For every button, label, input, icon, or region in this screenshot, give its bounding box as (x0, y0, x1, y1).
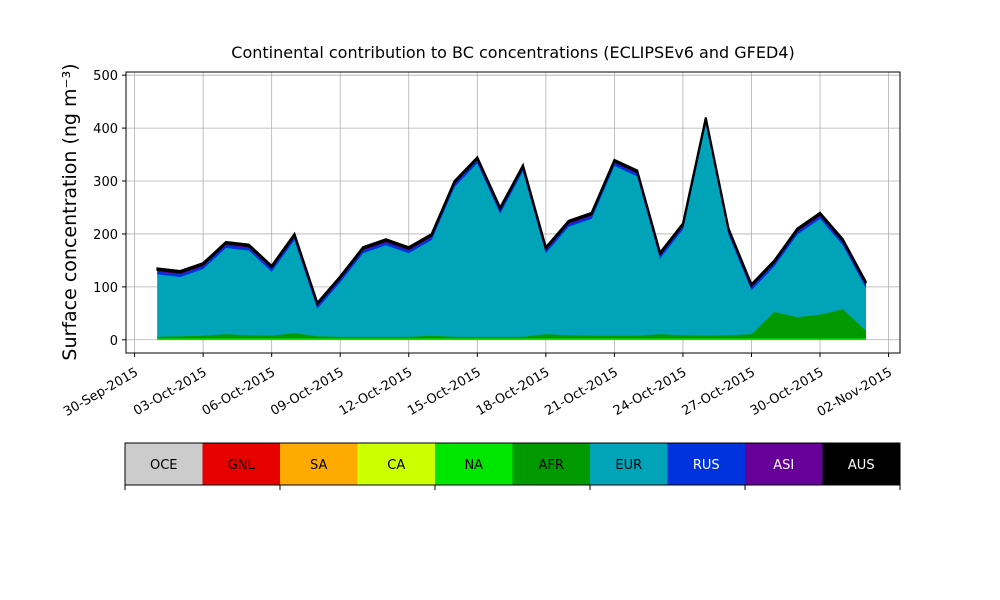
legend-label: EUR (615, 458, 642, 473)
legend-label: ASI (773, 458, 794, 473)
legend-swatch (357, 443, 435, 485)
y-tick-label: 100 (93, 281, 118, 296)
x-tick-label: 21-Oct-2015 (542, 365, 620, 419)
plot-frame (125, 71, 901, 354)
x-tick-label: 30-Sep-2015 (61, 365, 141, 420)
y-axis-label: Surface concentration (ng m⁻³) (59, 63, 81, 360)
legend-label: CA (387, 458, 405, 473)
x-tick-label: 30-Oct-2015 (748, 365, 826, 419)
y-tick-label: 200 (93, 228, 118, 243)
x-tick-label: 24-Oct-2015 (611, 365, 689, 419)
area (157, 123, 866, 337)
legend-label: AFR (539, 458, 564, 473)
x-tick-label: 09-Oct-2015 (268, 365, 346, 419)
legend-swatch (125, 443, 203, 485)
legend-label: SA (310, 458, 327, 473)
y-tick-label: 0 (110, 334, 118, 349)
x-tick-label: 15-Oct-2015 (405, 365, 483, 419)
area (156, 117, 867, 307)
legend-swatch (512, 443, 590, 485)
legend-swatch (202, 443, 280, 485)
legend-label: GNL (228, 458, 256, 473)
y-tick-label: 300 (93, 175, 118, 190)
legend-label: NA (464, 458, 483, 473)
legend-swatch (280, 443, 358, 485)
x-tick-label: 03-Oct-2015 (131, 365, 209, 419)
legend-swatch (590, 443, 668, 485)
x-tick-label: 12-Oct-2015 (337, 365, 415, 419)
legend-swatch (745, 443, 823, 485)
legend-label: RUS (693, 458, 720, 473)
legend-frame (124, 442, 901, 486)
x-tick-label: 27-Oct-2015 (679, 365, 757, 419)
legend-label: OCE (150, 458, 178, 473)
legend-swatch (435, 443, 513, 485)
legend-swatch (822, 443, 900, 485)
chart-title: Continental contribution to BC concentra… (231, 43, 794, 62)
y-tick-label: 400 (93, 122, 118, 137)
y-tick-label: 500 (93, 69, 118, 84)
x-tick-label: 02-Nov-2015 (815, 365, 895, 420)
legend-label: AUS (848, 458, 875, 473)
legend-swatch (667, 443, 745, 485)
x-tick-label: 18-Oct-2015 (474, 365, 552, 419)
x-tick-label: 06-Oct-2015 (200, 365, 278, 419)
